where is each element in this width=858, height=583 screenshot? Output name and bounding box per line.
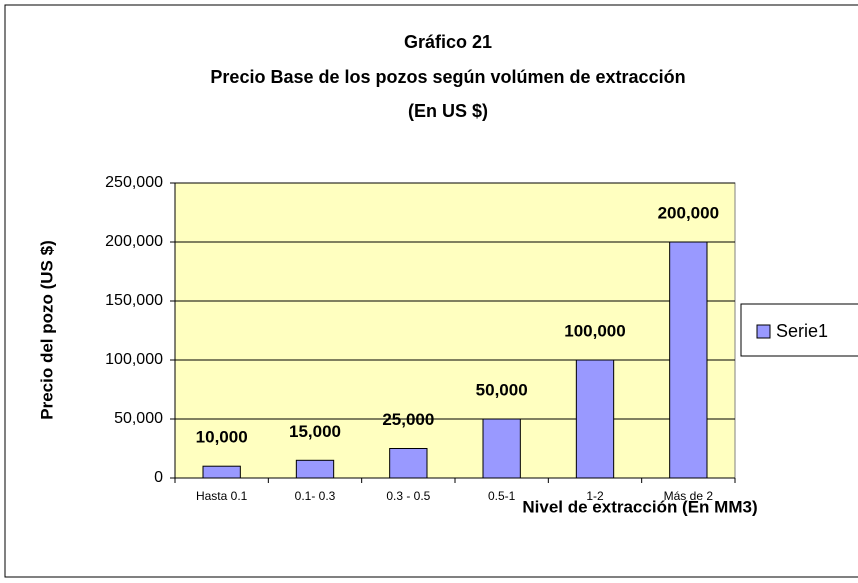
- legend-swatch: [756, 324, 771, 339]
- bar: [482, 418, 521, 479]
- y-tick-label: 200,000: [105, 233, 163, 250]
- y-tick-label: 250,000: [105, 174, 163, 191]
- x-tick-label: 0.1- 0.3: [295, 489, 336, 503]
- bar: [669, 241, 708, 479]
- chart-title: (En US $): [408, 101, 488, 121]
- data-label: 200,000: [658, 203, 719, 222]
- y-tick-label: 50,000: [114, 410, 163, 427]
- chart-title: Precio Base de los pozos según volúmen d…: [210, 67, 685, 87]
- data-label: 25,000: [382, 410, 434, 429]
- chart-title: Gráfico 21: [404, 32, 492, 52]
- bar: [575, 359, 615, 479]
- bar: [202, 465, 241, 479]
- plot-area: [174, 182, 736, 479]
- data-label: 50,000: [476, 380, 528, 399]
- bar: [389, 448, 428, 479]
- y-axis-title: Precio del pozo (US $): [37, 240, 56, 419]
- y-tick-label: 0: [154, 469, 163, 486]
- data-label: 10,000: [196, 428, 248, 447]
- data-label: 100,000: [564, 321, 625, 340]
- x-tick-label: 1-2: [586, 489, 604, 503]
- legend-label: Serie1: [776, 321, 828, 341]
- bar: [295, 459, 335, 479]
- x-tick-label: Más de 2: [664, 489, 714, 503]
- y-tick-label: 100,000: [105, 351, 163, 368]
- x-tick-label: 0.3 - 0.5: [386, 489, 430, 503]
- x-axis-title: Nivel de extracción (En MM3): [522, 497, 757, 516]
- x-tick-label: Hasta 0.1: [196, 489, 248, 503]
- data-label: 15,000: [289, 422, 341, 441]
- y-tick-label: 150,000: [105, 292, 163, 309]
- x-tick-label: 0.5-1: [488, 489, 516, 503]
